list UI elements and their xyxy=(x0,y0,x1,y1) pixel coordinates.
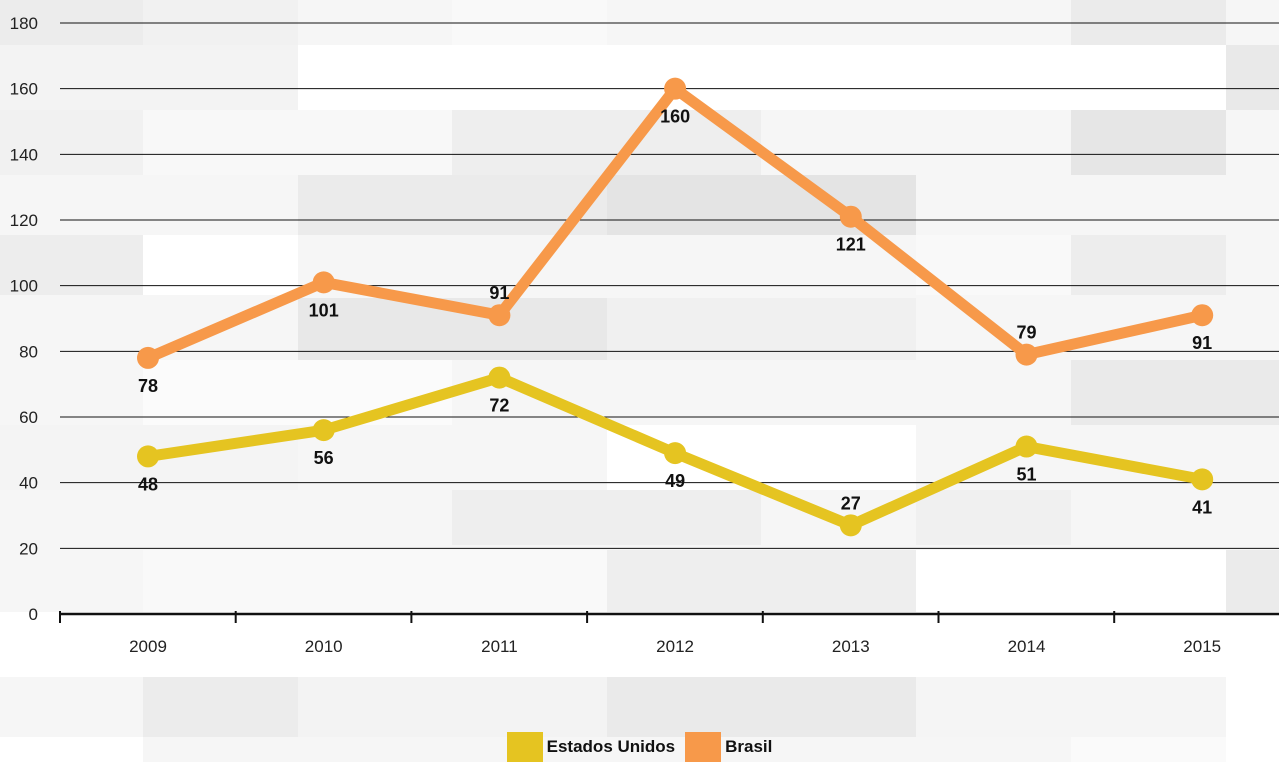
legend-item-estados-unidos: Estados Unidos xyxy=(506,732,676,762)
x-tick-label: 2015 xyxy=(1183,637,1221,656)
data-labels: 48 56 72 49 27 51 41 78 101 91 160 121 79 91 xyxy=(138,107,1212,518)
y-tick-label: 40 xyxy=(19,474,38,493)
data-label: 41 xyxy=(1192,497,1212,517)
data-point xyxy=(488,304,511,327)
y-tick-label: 20 xyxy=(19,539,38,558)
data-point xyxy=(664,77,687,100)
x-tick-label: 2011 xyxy=(481,637,518,656)
data-label: 49 xyxy=(665,471,685,491)
x-tick-label: 2014 xyxy=(1008,637,1046,656)
data-point xyxy=(488,366,511,389)
data-point xyxy=(839,205,862,228)
x-axis: 2009 2010 2011 2012 2013 2014 2015 xyxy=(59,611,1279,656)
legend-item-brasil: Brasil xyxy=(685,732,772,762)
data-label: 56 xyxy=(314,448,334,468)
x-tick-label: 2009 xyxy=(129,637,167,656)
data-label: 91 xyxy=(489,283,509,303)
data-label: 79 xyxy=(1016,323,1036,343)
legend-label-brasil: Brasil xyxy=(725,737,773,756)
data-label: 121 xyxy=(836,235,866,255)
y-tick-label: 0 xyxy=(29,605,38,624)
data-point xyxy=(312,419,335,442)
gridlines: 0 20 40 60 80 100 120 140 160 180 xyxy=(10,14,1279,624)
data-point xyxy=(664,442,687,465)
y-tick-label: 60 xyxy=(19,408,38,427)
data-point xyxy=(1191,468,1214,491)
data-point xyxy=(312,271,335,294)
data-label: 78 xyxy=(138,376,158,396)
data-point xyxy=(137,445,159,468)
data-point xyxy=(1191,304,1214,327)
y-tick-label: 180 xyxy=(10,14,38,33)
x-tick-label: 2012 xyxy=(656,637,694,656)
y-tick-label: 80 xyxy=(19,342,38,361)
x-tick-label: 2013 xyxy=(832,637,870,656)
legend-swatch-estados-unidos xyxy=(506,732,543,762)
data-point xyxy=(137,346,159,369)
legend-swatch-brasil xyxy=(685,732,722,762)
data-label: 72 xyxy=(489,396,509,416)
data-point xyxy=(1015,343,1038,366)
series-lines xyxy=(137,77,1214,537)
y-tick-label: 160 xyxy=(10,80,38,99)
data-label: 48 xyxy=(138,474,158,494)
data-label: 27 xyxy=(841,493,861,513)
y-tick-label: 120 xyxy=(10,211,38,230)
data-label: 51 xyxy=(1016,465,1036,485)
legend: Estados Unidos Brasil xyxy=(0,732,1279,762)
y-tick-label: 140 xyxy=(10,145,38,164)
x-tick-label: 2010 xyxy=(305,637,343,656)
data-label: 160 xyxy=(660,107,690,127)
legend-label-estados-unidos: Estados Unidos xyxy=(546,737,676,756)
data-label: 101 xyxy=(309,300,339,320)
y-tick-label: 100 xyxy=(10,277,38,296)
data-point xyxy=(839,514,862,537)
series-line xyxy=(142,83,1208,364)
data-point xyxy=(1015,435,1038,458)
data-label: 91 xyxy=(1192,333,1212,353)
